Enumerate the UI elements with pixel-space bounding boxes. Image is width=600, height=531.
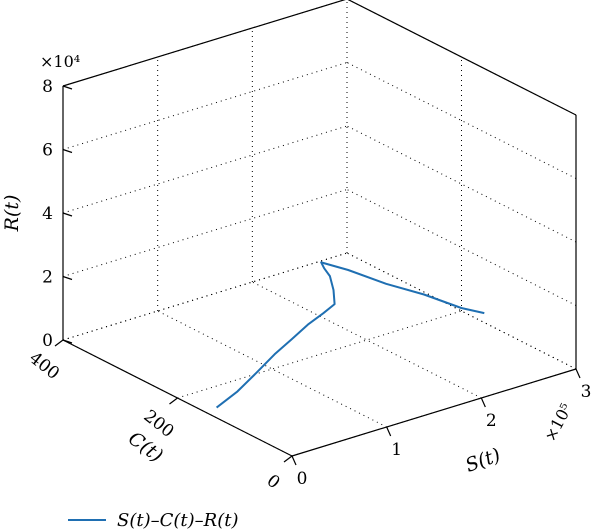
grid-line-floor-s xyxy=(252,281,482,399)
z-axis-label: R(t) xyxy=(1,195,23,233)
tick-label-s: 2 xyxy=(486,411,497,431)
grid-line-floor-s xyxy=(157,310,387,428)
z-multiplier: ×10⁴ xyxy=(40,52,80,71)
box-edge xyxy=(291,368,577,457)
grid-line-backwall-r xyxy=(62,62,348,150)
grid-line-sidewall-r xyxy=(346,189,577,306)
tick-mark-s xyxy=(386,426,392,437)
tick-mark-s xyxy=(575,368,581,379)
tick-mark-r xyxy=(62,148,73,154)
tick-mark-c xyxy=(54,339,64,347)
tick-label-c: 0 xyxy=(263,471,284,493)
axes-box xyxy=(62,0,577,457)
tick-mark-c xyxy=(283,455,293,463)
tick-label-r: 0 xyxy=(42,331,53,351)
tick-label-r: 4 xyxy=(42,204,53,224)
tick-label-r: 2 xyxy=(42,268,53,288)
tick-mark-r xyxy=(62,85,73,90)
grid-line-floor-c xyxy=(177,310,462,399)
tick-mark-r xyxy=(62,275,73,281)
x-axis-label: S(t) xyxy=(463,444,504,477)
tick-mark-c xyxy=(169,397,178,405)
tick-mark-r xyxy=(62,339,73,344)
tick-label-s: 0 xyxy=(297,469,308,489)
tick-label-r: 8 xyxy=(42,77,53,97)
tick-label-s: 3 xyxy=(581,382,592,402)
grid-line-backwall-r xyxy=(62,189,348,277)
series-line xyxy=(215,261,485,409)
grid-lines xyxy=(62,0,577,457)
tick-mark-s xyxy=(480,397,486,408)
tick-marks xyxy=(54,85,581,466)
x-multiplier: ×10⁵ xyxy=(540,400,576,444)
tick-mark-s xyxy=(291,455,297,466)
grid-line-sidewall-r xyxy=(346,125,577,243)
tick-mark-r xyxy=(62,212,73,217)
data-series xyxy=(215,261,485,409)
grid-line-backwall-r xyxy=(62,125,348,214)
box-edge xyxy=(62,0,346,87)
tick-label-r: 6 xyxy=(42,141,53,161)
box-edge xyxy=(347,0,577,116)
legend: S(t)–C(t)–R(t) xyxy=(68,510,239,531)
legend-label: S(t)–C(t)–R(t) xyxy=(117,510,239,531)
tick-label-s: 1 xyxy=(391,440,402,460)
tick-label-c: 400 xyxy=(25,348,63,384)
